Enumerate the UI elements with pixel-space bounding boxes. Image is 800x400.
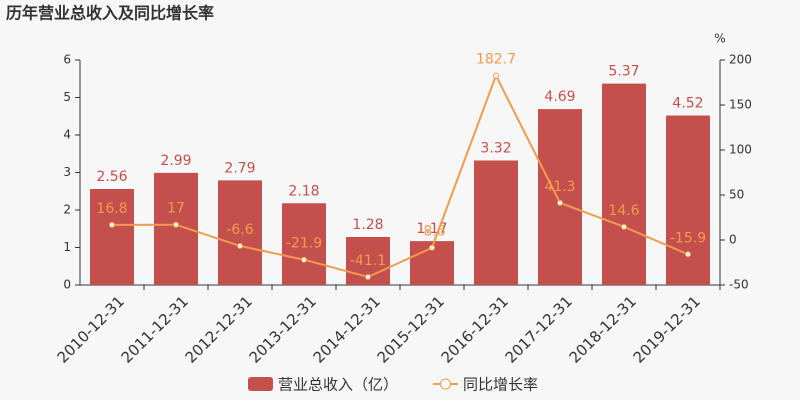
x-tick-label: 2018-12-31 — [566, 292, 640, 366]
bar-value-label: 5.37 — [608, 64, 639, 80]
x-tick-label: 2013-12-31 — [246, 292, 320, 366]
y2-tick-label: 100 — [729, 143, 752, 157]
legend-label[interactable]: 营业总收入（亿） — [278, 376, 398, 394]
legend-label[interactable]: 同比增长率 — [463, 376, 538, 394]
y-tick-label: 0 — [63, 278, 71, 292]
line-point — [429, 244, 435, 251]
line-value-label: -41.1 — [350, 253, 386, 269]
line-value-label: 17 — [167, 201, 185, 217]
line-value-label: -8.6 — [418, 224, 445, 240]
bar-value-label: 2.99 — [160, 153, 191, 169]
line — [111, 73, 689, 279]
line-point — [557, 199, 563, 206]
x-tick-label: 2017-12-31 — [502, 292, 576, 366]
y-tick-label: 6 — [63, 53, 71, 67]
bar-value-label: 4.52 — [672, 96, 703, 112]
bar — [666, 115, 710, 285]
y2-tick-label: 0 — [729, 233, 737, 247]
bar — [602, 83, 646, 285]
x-tick-label: 2012-12-31 — [182, 292, 256, 366]
chart-title: 历年营业总收入及同比增长率 — [6, 4, 214, 23]
bar-value-label: 3.32 — [480, 141, 511, 157]
line-value-label: 182.7 — [476, 52, 516, 68]
bar-value-label: 2.56 — [96, 169, 127, 185]
y-tick-label: 5 — [63, 90, 71, 104]
y2-axis-label: % — [714, 32, 725, 46]
bar-value-label: 2.79 — [224, 160, 255, 176]
bar — [90, 189, 134, 285]
y2-tick-label: 50 — [729, 188, 744, 202]
line-value-label: -21.9 — [286, 236, 322, 252]
bar-value-label: 2.18 — [288, 183, 319, 199]
bar — [282, 203, 326, 285]
line-value-label: 41.3 — [544, 179, 575, 195]
y2-tick-label: -50 — [729, 278, 749, 292]
x-tick-label: 2015-12-31 — [374, 292, 448, 366]
line-value-label: -6.6 — [226, 222, 253, 238]
line-point — [301, 256, 307, 263]
line-point — [365, 273, 371, 280]
line-point — [621, 223, 627, 230]
bar-value-label: 1.28 — [352, 217, 383, 233]
line-point — [109, 221, 115, 228]
line-point — [237, 242, 243, 249]
y-tick-label: 1 — [63, 240, 71, 254]
bar — [474, 160, 518, 285]
x-tick-label: 2014-12-31 — [310, 292, 384, 366]
bar — [538, 109, 582, 285]
legend-swatch[interactable] — [248, 377, 273, 391]
line-value-label: -15.9 — [670, 230, 706, 246]
y2-tick-label: 150 — [729, 98, 752, 112]
bar — [218, 180, 262, 285]
bar-value-label: 4.69 — [544, 89, 575, 105]
x-tick-label: 2010-12-31 — [54, 292, 128, 366]
line-value-label: 14.6 — [608, 203, 639, 219]
y-tick-label: 3 — [63, 165, 71, 179]
line-value-label: 16.8 — [96, 201, 127, 217]
y2-tick-label: 200 — [729, 53, 752, 67]
y-tick-label: 4 — [63, 128, 71, 142]
y-tick-label: 2 — [63, 203, 71, 217]
line-point — [493, 72, 499, 79]
x-tick-label: 2016-12-31 — [438, 292, 512, 366]
x-tick-label: 2019-12-31 — [630, 292, 704, 366]
line-point — [685, 251, 691, 258]
legend-swatch[interactable] — [440, 378, 451, 390]
line-point — [173, 221, 179, 228]
x-tick-label: 2011-12-31 — [118, 292, 192, 366]
